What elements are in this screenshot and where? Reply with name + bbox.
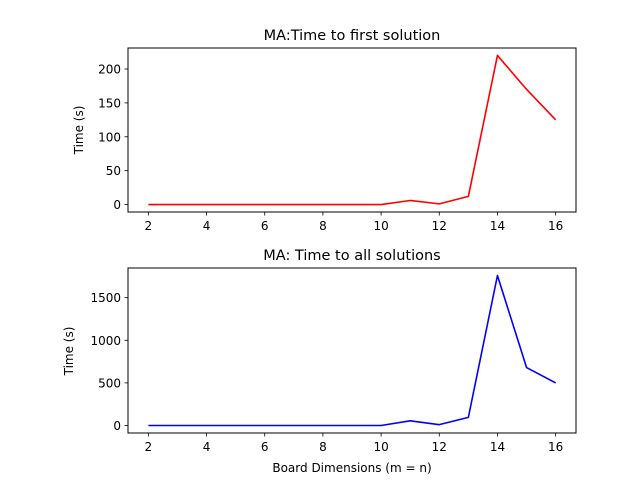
top-subplot: MA:Time to first solution Time (s) 2 4 6 8 1… — [72, 28, 577, 233]
bottom-xtick-label: 14 — [490, 440, 505, 454]
bottom-ytick-label: 1500 — [90, 291, 121, 305]
top-xtick-label: 16 — [548, 219, 563, 233]
top-xtick-label: 10 — [373, 219, 388, 233]
bottom-subplot-title: MA: Time to all solutions — [263, 248, 440, 264]
top-xtick-label: 2 — [145, 219, 153, 233]
bottom-xtick-label: 8 — [319, 440, 327, 454]
bottom-xtick-label: 6 — [261, 440, 269, 454]
bottom-subplot-xlabel: Board Dimensions (m = n) — [272, 461, 431, 475]
bottom-subplot: MA: Time to all solutions Time (s) Board… — [62, 248, 577, 475]
top-subplot-ylabel: Time (s) — [72, 106, 86, 156]
top-xtick-label: 6 — [261, 219, 269, 233]
top-ytick-label: 100 — [98, 130, 121, 144]
top-ytick-label: 200 — [98, 63, 121, 77]
bottom-ytick-label: 1000 — [90, 334, 121, 348]
bottom-xtick-label: 2 — [145, 440, 153, 454]
bottom-series-line — [148, 274, 557, 427]
bottom-xtick-label: 16 — [548, 440, 563, 454]
bottom-subplot-frame — [127, 267, 577, 434]
bottom-ytick-label: 500 — [98, 376, 121, 390]
bottom-subplot-marks: 2 4 6 8 10 12 14 16 0 500 1000 1500 — [90, 274, 563, 454]
top-subplot-marks: 2 4 6 8 10 12 14 16 0 50 100 150 200 — [98, 54, 563, 233]
top-xtick-label: 12 — [432, 219, 447, 233]
top-xtick-label: 14 — [490, 219, 505, 233]
bottom-xtick-label: 10 — [373, 440, 388, 454]
top-subplot-frame — [127, 47, 577, 213]
top-series-line — [148, 54, 557, 206]
bottom-xtick-label: 12 — [432, 440, 447, 454]
bottom-ytick-label: 0 — [113, 419, 121, 433]
top-ytick-label: 0 — [113, 198, 121, 212]
bottom-xtick-label: 4 — [203, 440, 211, 454]
top-ytick-label: 50 — [106, 164, 121, 178]
top-xtick-label: 8 — [319, 219, 327, 233]
bottom-subplot-ylabel: Time (s) — [62, 327, 76, 377]
top-subplot-title: MA:Time to first solution — [264, 28, 441, 44]
top-ytick-label: 150 — [98, 96, 121, 110]
top-xtick-label: 4 — [203, 219, 211, 233]
